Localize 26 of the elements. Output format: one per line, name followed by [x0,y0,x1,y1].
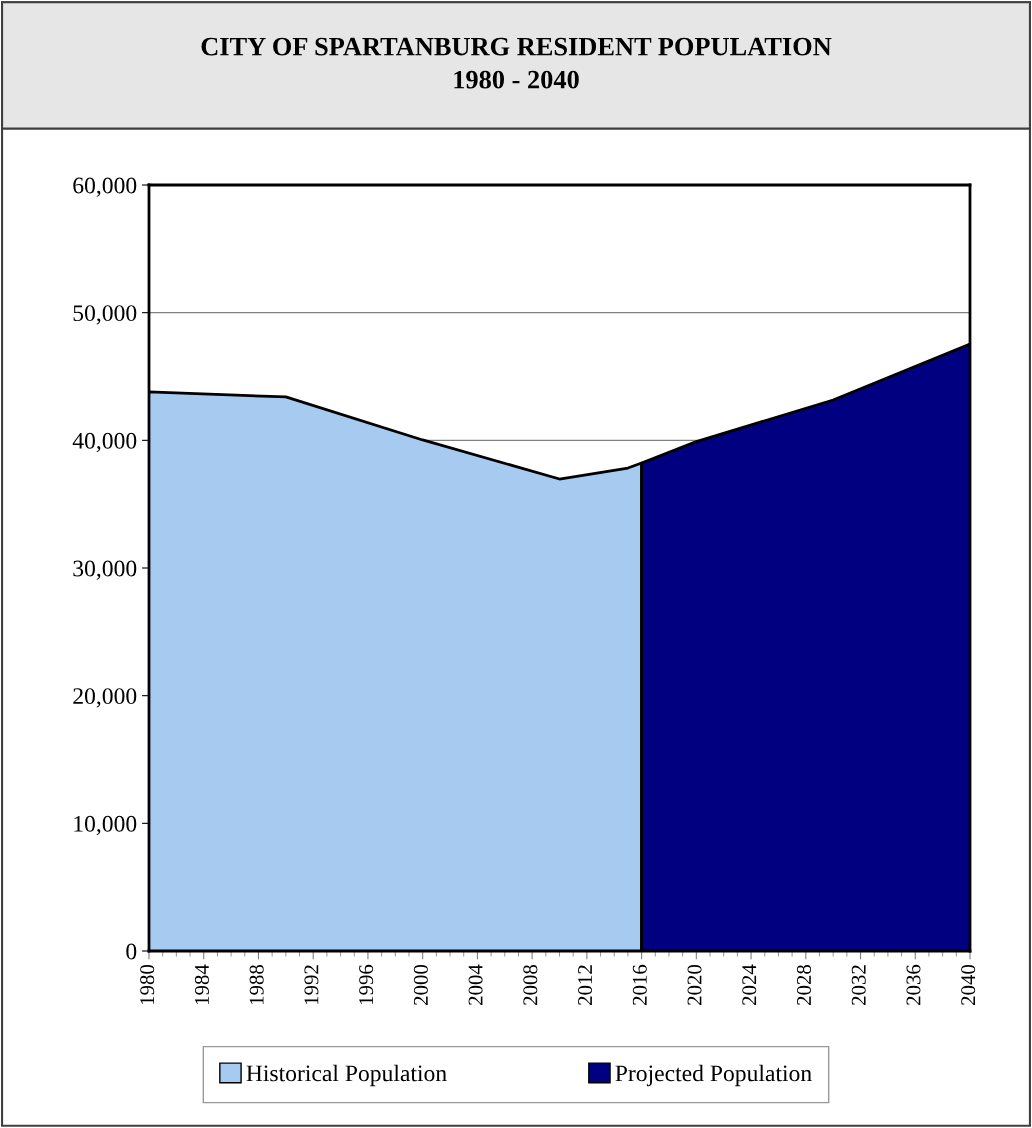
x-tick-label: 2028 [796,964,812,1005]
x-tick-label: 2032 [851,965,866,1005]
chart-title: CITY OF SPARTANBURG RESIDENT POPULATION 1980 - 2040 [201,37,832,89]
legend-label: Historical Population [246,1064,447,1087]
x-tick-label: 2036 [906,964,921,1005]
y-tick-label: 50,000 [73,305,137,325]
x-tick-label: 2008 [523,964,538,1005]
y-tick-label: 0 [126,943,137,960]
x-tick-label: 2020 [687,964,702,1005]
y-tick-label: 40,000 [72,432,137,453]
x-tick-label: 1984 [194,964,209,1005]
y-tick-label: 20,000 [73,688,137,708]
y-tick-label: 30,000 [73,560,137,580]
x-tick-label: 1992 [304,965,319,1005]
x-tick-label: 1996 [359,964,374,1005]
y-tick-label: 60,000 [73,177,137,197]
x-tick-label: 2004 [468,964,483,1005]
x-tick-label: 2012 [578,965,593,1005]
x-tick-label: 1988 [249,964,264,1005]
x-tick-label: 2040 [961,964,976,1005]
x-tick-label: 2024 [742,964,757,1005]
x-tick-label: 1980 [140,964,155,1005]
legend-label: Projected Population [615,1064,812,1087]
x-tick-label: 2000 [413,964,428,1005]
x-tick-label: 2016 [632,964,647,1005]
y-tick-label: 10,000 [74,815,137,836]
